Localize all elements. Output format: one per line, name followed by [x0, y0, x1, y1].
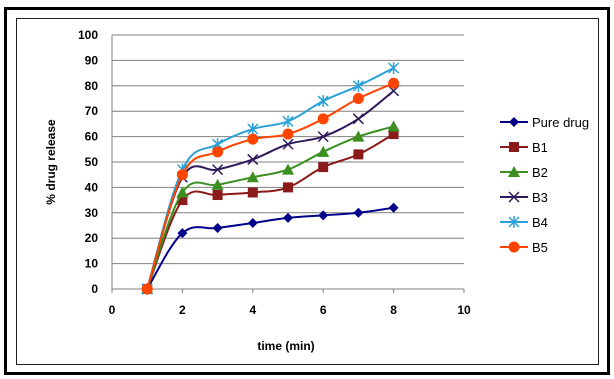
series-b1: [142, 129, 399, 294]
data-point-b5: [282, 128, 294, 140]
legend: Pure drug B1 B2 B3 B4 B5: [500, 115, 589, 255]
data-point-b3: [282, 138, 294, 150]
x-tick-label: 4: [249, 303, 256, 317]
legend-item-pure-drug: Pure drug: [500, 115, 589, 130]
series-lines: [141, 62, 400, 295]
x-tick-label: 10: [457, 303, 471, 317]
data-point-b4: [247, 122, 259, 135]
data-point-b3: [212, 164, 224, 176]
data-point-b2: [317, 145, 330, 157]
data-point-b5: [247, 133, 259, 145]
data-point-b3-stroke: [247, 153, 259, 165]
legend-marker-b1: [509, 142, 519, 152]
chart-area-border: [16, 18, 599, 365]
y-axis-title: % drug release: [44, 119, 58, 205]
data-point-b5: [176, 169, 188, 181]
data-point-b3: [317, 131, 329, 143]
series-pure-drug: [142, 202, 399, 294]
legend-marker-b4: [508, 216, 520, 228]
legend-label-b4: B4: [532, 215, 548, 230]
x-tick-label: 0: [109, 303, 116, 317]
y-tick-label: 20: [85, 231, 99, 245]
data-point-b3-stroke: [317, 131, 329, 143]
data-point-b5: [317, 113, 329, 125]
data-point-b1: [212, 190, 223, 201]
data-point-b2: [246, 171, 259, 183]
legend-marker-b2: [508, 166, 520, 177]
data-point-b2: [352, 130, 365, 142]
axes: [111, 35, 465, 293]
legend-item-b4: B4: [500, 215, 548, 230]
data-point-pure-drug: [177, 228, 188, 239]
data-point-pure-drug: [388, 202, 399, 213]
data-point-pure-drug: [353, 207, 364, 218]
data-point-b2: [282, 163, 294, 175]
series-line-pure-drug: [146, 206, 394, 290]
y-tick-labels: 0 10 20 30 40 50 60 70 80 90 100: [78, 28, 98, 296]
y-tick-label: 0: [91, 282, 98, 296]
legend-item-b5: B5: [500, 240, 548, 255]
y-tick-label: 50: [85, 155, 99, 169]
data-point-b1: [283, 182, 293, 193]
data-point-b1: [388, 129, 399, 140]
chart-frame: [4, 7, 610, 375]
legend-label-b5: B5: [532, 240, 548, 255]
x-axis-title: time (min): [257, 339, 314, 353]
data-point-b3-stroke: [282, 138, 294, 150]
data-point-b1: [177, 195, 188, 206]
y-tick-label: 70: [85, 104, 99, 118]
data-point-b4: [282, 115, 294, 128]
data-point-b2: [176, 186, 189, 198]
data-point-b4: [388, 62, 400, 75]
y-tick-label: 60: [85, 130, 99, 144]
data-point-b1: [353, 149, 364, 160]
x-tick-label: 8: [390, 303, 397, 317]
x-tick-label: 2: [179, 303, 186, 317]
series-line-b5: [146, 82, 394, 290]
y-tick-label: 90: [85, 53, 99, 67]
x-tick-label: 6: [320, 303, 327, 317]
data-point-pure-drug: [247, 217, 258, 228]
data-point-b4: [352, 79, 364, 92]
data-point-b3-stroke: [212, 164, 224, 176]
data-point-b3-stroke: [352, 113, 364, 125]
x-tick-labels: 0 2 4 6 8 10: [109, 303, 471, 317]
data-point-b4: [317, 95, 329, 108]
data-point-b3: [247, 153, 259, 165]
series-b5: [141, 77, 400, 295]
legend-marker-b3: [508, 191, 520, 203]
y-tick-label: 40: [85, 180, 99, 194]
legend-label-b1: B1: [532, 140, 548, 155]
data-point-b2: [387, 120, 400, 132]
legend-item-b2: B2: [500, 165, 548, 180]
legend-label-pure-drug: Pure drug: [532, 115, 589, 130]
data-point-pure-drug: [318, 210, 329, 221]
y-tick-label: 30: [85, 206, 99, 220]
series-b2: [141, 120, 400, 294]
legend-item-b1: B1: [500, 140, 548, 155]
legend-marker-pure-drug: [509, 117, 519, 127]
data-point-b2: [211, 178, 224, 190]
y-tick-label: 80: [85, 79, 99, 93]
legend-item-b3: B3: [500, 190, 548, 205]
data-point-b5: [388, 77, 400, 89]
data-point-b3: [352, 113, 364, 125]
legend-marker-b3-stroke: [508, 191, 520, 203]
data-point-b5: [352, 93, 364, 104]
data-point-b5: [141, 283, 153, 295]
data-point-pure-drug: [212, 223, 223, 234]
gridlines: [112, 34, 464, 290]
legend-label-b2: B2: [532, 165, 548, 180]
legend-label-b3: B3: [532, 190, 548, 205]
y-tick-label: 100: [78, 28, 98, 42]
data-point-pure-drug: [283, 212, 293, 223]
data-point-b1: [247, 187, 258, 198]
data-point-b5: [212, 146, 224, 158]
y-tick-label: 10: [85, 257, 99, 271]
data-point-b1: [318, 162, 329, 173]
legend-marker-b5: [508, 241, 520, 253]
